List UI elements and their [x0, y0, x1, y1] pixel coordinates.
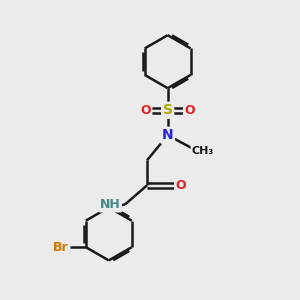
- Text: S: S: [163, 103, 173, 117]
- Text: O: O: [184, 104, 195, 117]
- Text: CH₃: CH₃: [192, 146, 214, 157]
- Text: O: O: [176, 179, 186, 192]
- Text: O: O: [140, 104, 151, 117]
- Text: Br: Br: [52, 241, 68, 254]
- Text: NH: NH: [100, 198, 121, 211]
- Text: N: N: [162, 128, 173, 142]
